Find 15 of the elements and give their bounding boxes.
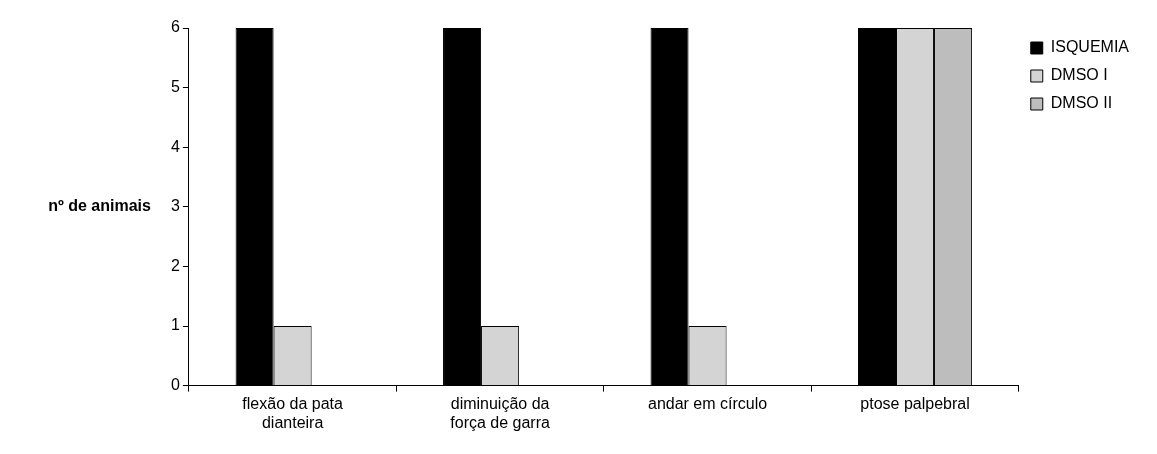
x-tick-label: diminuição da força de garra	[450, 394, 550, 431]
y-tick-label: 1	[170, 316, 180, 334]
legend-label: ISQUEMIA	[1050, 38, 1130, 56]
y-axis-title: nº de animais	[48, 197, 151, 215]
y-tick-label: 0	[170, 376, 180, 394]
x-tick-label: ptose palpebral	[860, 394, 970, 412]
y-tick-label: 6	[170, 18, 180, 36]
y-tick-label: 2	[170, 256, 180, 274]
y-tick-label: 4	[170, 137, 180, 155]
y-tick-label: 3	[170, 197, 180, 215]
legend-label: DMSO I	[1050, 66, 1108, 84]
x-tick-label: flexão da pata dianteira	[242, 394, 343, 431]
x-tick-label: andar em círculo	[647, 394, 768, 412]
y-tick-label: 5	[170, 78, 180, 96]
legend-label: DMSO II	[1050, 94, 1113, 112]
